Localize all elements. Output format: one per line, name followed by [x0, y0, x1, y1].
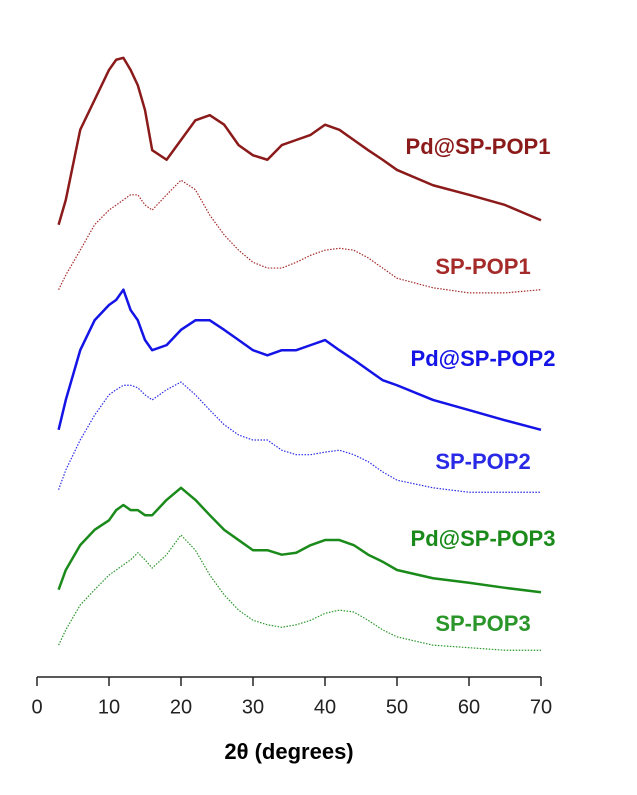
series-line [57, 56, 542, 226]
series-label: SP-POP1 [435, 254, 530, 279]
x-tick-label: 50 [386, 696, 408, 718]
series-line [57, 288, 542, 432]
series-label: SP-POP3 [435, 611, 530, 636]
x-tick-label: 0 [31, 696, 42, 718]
series-label: Pd@SP-POP2 [411, 346, 556, 371]
series-label: SP-POP2 [435, 449, 530, 474]
series-line [58, 179, 542, 294]
series-label: Pd@SP-POP3 [411, 526, 556, 551]
x-tick-label: 30 [242, 696, 264, 718]
series-line [58, 534, 541, 651]
series-line [57, 486, 542, 594]
x-tick-label: 20 [170, 696, 192, 718]
x-tick-label: 40 [314, 696, 336, 718]
series-line [58, 381, 541, 493]
series-label: Pd@SP-POP1 [406, 134, 551, 159]
x-axis-label: 2θ (degrees) [224, 739, 353, 764]
x-tick-label: 10 [98, 696, 120, 718]
x-tick-label: 60 [458, 696, 480, 718]
x-tick-label: 70 [530, 696, 552, 718]
